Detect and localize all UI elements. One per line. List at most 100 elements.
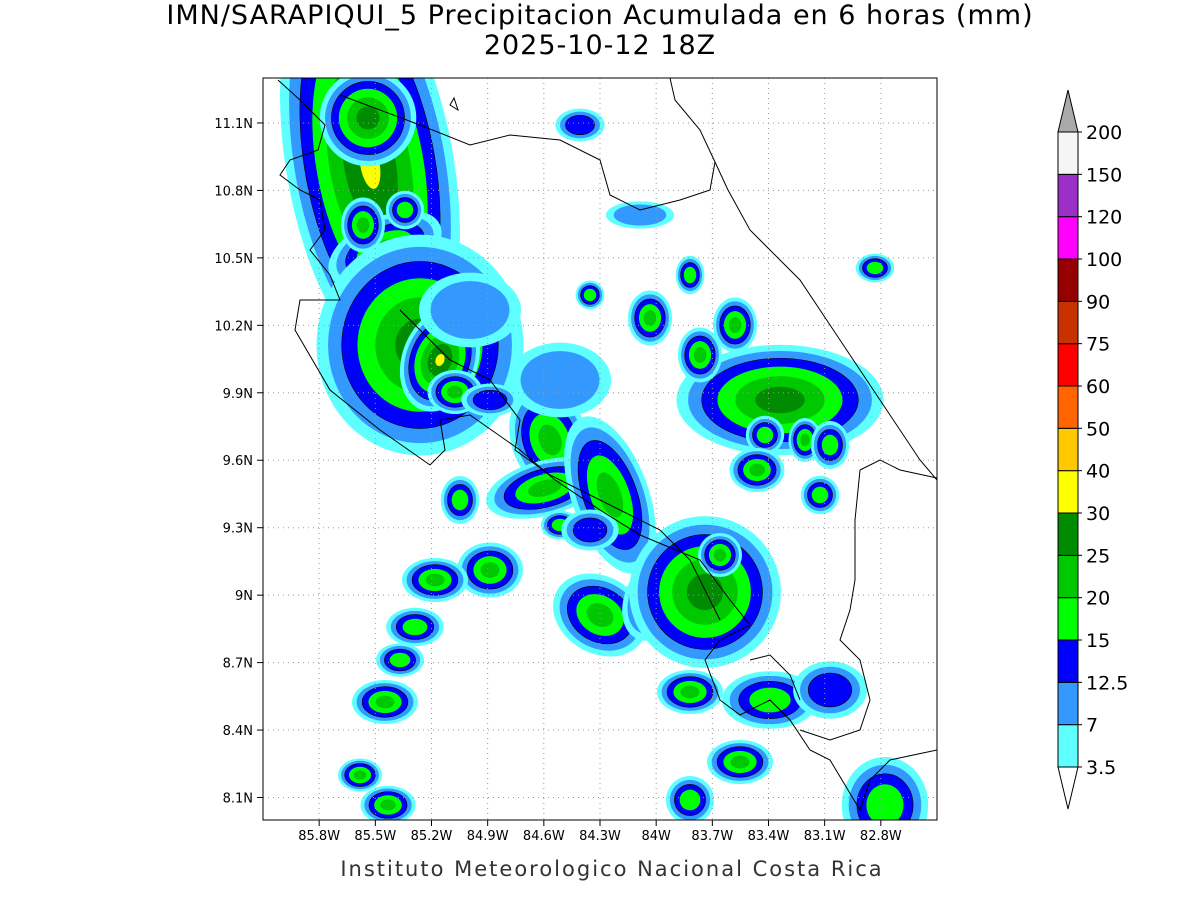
- x-tick-label: 84W: [641, 829, 671, 844]
- rain-contour: [807, 672, 853, 708]
- rain-contour: [811, 486, 829, 504]
- colorbar-label: 50: [1086, 418, 1110, 440]
- y-tick-label: 9.9N: [223, 387, 253, 402]
- rain-contour: [821, 434, 839, 456]
- color-box: [1057, 216, 1079, 260]
- rain-contour: [396, 201, 414, 219]
- y-tick-label: 9N: [235, 589, 253, 604]
- rain-contour: [680, 685, 700, 699]
- color-box: [1057, 724, 1079, 768]
- color-box: [1057, 131, 1079, 175]
- color-box: [1057, 343, 1079, 387]
- grid: 85.8W 85.5W 85.2W 84.9W 84.6W 84.3W 84W 83.7W 83…: [214, 78, 937, 844]
- title: IMN/SARAPIQUI_5 Precipitacion Acumulada …: [166, 0, 1033, 31]
- rain-contour: [480, 562, 500, 578]
- over-triangle: [1057, 89, 1079, 133]
- color-box: [1057, 470, 1079, 514]
- y-tick-label: 10.2N: [214, 319, 253, 334]
- rain-contour: [756, 426, 774, 444]
- x-tick-label: 84.6W: [523, 829, 565, 844]
- x-tick-label: 83.7W: [691, 829, 733, 844]
- rain-contour: [730, 755, 750, 769]
- colorbar-label: 60: [1086, 376, 1110, 398]
- map-frame: [262, 77, 938, 821]
- colorbar-label: 150: [1086, 164, 1122, 186]
- rain-contour: [565, 115, 595, 135]
- rain-contour: [538, 424, 562, 456]
- border-nicaragua: [339, 94, 729, 211]
- colorbar-label: 90: [1086, 291, 1110, 313]
- color-box: [1057, 681, 1079, 726]
- rain-contour: [693, 347, 707, 363]
- color-box: [1057, 427, 1079, 472]
- y-tick-label: 8.1N: [223, 792, 253, 807]
- rain-contour: [679, 789, 701, 811]
- colorbar-label: 7: [1086, 715, 1098, 737]
- rain-contour: [380, 799, 396, 811]
- colorbar: 3.5 7 12.5 15 20 25 30 40 50 60 75 90 100 120 150 200: [1057, 89, 1128, 810]
- color-box: [1057, 512, 1079, 556]
- rain-contour: [755, 386, 805, 414]
- rain-contour: [451, 489, 469, 511]
- rain-contour: [447, 385, 463, 399]
- colorbar-label: 15: [1086, 630, 1110, 652]
- x-tick-label: 82.8W: [860, 829, 902, 844]
- rain-contour: [749, 463, 765, 477]
- rain-contour: [425, 573, 445, 587]
- x-tick-label: 85.8W: [298, 829, 340, 844]
- rain-contour: [572, 517, 608, 543]
- x-tick-label: 85.5W: [354, 829, 396, 844]
- pacific-coast: [277, 79, 937, 812]
- colorbar-label: 40: [1086, 461, 1110, 483]
- y-tick-label: 8.4N: [223, 724, 253, 739]
- y-tick-label: 9.3N: [223, 522, 253, 537]
- rain-contour: [353, 770, 367, 780]
- color-box: [1057, 258, 1079, 302]
- x-tick-label: 84.3W: [579, 829, 621, 844]
- under-triangle: [1057, 766, 1079, 810]
- colorbar-label: 30: [1086, 503, 1110, 525]
- color-box: [1057, 385, 1079, 429]
- rain-contour: [586, 603, 614, 627]
- rain-contour: [528, 479, 562, 497]
- color-box: [1057, 554, 1079, 599]
- y-tick-label: 10.8N: [214, 184, 253, 199]
- colorbar-label: 200: [1086, 122, 1122, 144]
- province-line: [399, 309, 721, 621]
- credit: Instituto Meteorologico Nacional Costa R…: [340, 857, 883, 881]
- rain-contour: [389, 652, 411, 668]
- rain-contour: [402, 618, 428, 636]
- color-box: [1057, 639, 1079, 683]
- rain-contour: [435, 354, 445, 366]
- rain-contour: [520, 351, 600, 409]
- color-box: [1057, 597, 1079, 641]
- subtitle: 2025-10-12 18Z: [484, 30, 716, 61]
- y-tick-label: 10.5N: [214, 252, 253, 267]
- coastlines: [277, 78, 937, 812]
- lake-island: [449, 96, 459, 112]
- colorbar-label: 75: [1086, 334, 1110, 356]
- rain-contour: [375, 695, 395, 709]
- rain-contour: [596, 472, 624, 518]
- y-tick-label: 8.7N: [223, 657, 253, 672]
- rain-contour: [728, 317, 742, 333]
- rain-contour: [472, 390, 508, 410]
- colorbar-label: 25: [1086, 545, 1110, 567]
- y-tick-label: 9.6N: [223, 454, 253, 469]
- color-box: [1057, 173, 1079, 218]
- colorbar-label: 20: [1086, 588, 1110, 610]
- y-tick-label: 11.1N: [214, 117, 253, 132]
- rain-contour: [866, 261, 884, 275]
- colorbar-label: 12.5: [1086, 672, 1128, 694]
- colorbar-label: 100: [1086, 249, 1122, 271]
- border-panama: [749, 459, 937, 741]
- rain-contour: [356, 106, 380, 130]
- x-tick-label: 83.4W: [748, 829, 790, 844]
- rain-contour: [683, 266, 697, 284]
- color-box: [1057, 300, 1079, 345]
- precipitation-field: [280, 78, 929, 820]
- colorbar-label: 120: [1086, 207, 1122, 229]
- rain-contour: [686, 573, 724, 611]
- x-tick-label: 85.2W: [411, 829, 453, 844]
